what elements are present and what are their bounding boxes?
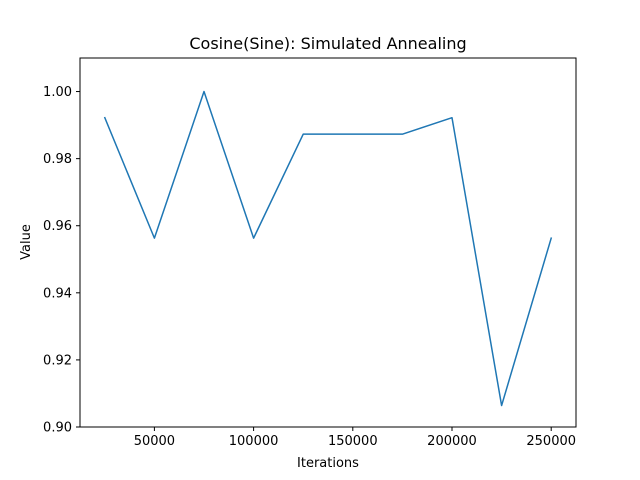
x-axis-label: Iterations xyxy=(297,456,359,471)
y-tick-label: 0.96 xyxy=(43,219,72,234)
y-tick-label: 1.00 xyxy=(43,85,72,100)
y-tick-label: 0.90 xyxy=(43,421,72,436)
y-axis-label: Value xyxy=(19,224,34,260)
chart-title: Cosine(Sine): Simulated Annealing xyxy=(189,34,466,53)
y-tick-label: 0.92 xyxy=(43,353,72,368)
x-tick-label: 250000 xyxy=(526,434,576,449)
x-axis: 50000 100000 150000 200000 250000 xyxy=(134,427,576,449)
plot-frame xyxy=(79,57,577,428)
x-tick-label: 50000 xyxy=(134,434,175,449)
x-tick-label: 200000 xyxy=(427,434,477,449)
series-line xyxy=(103,90,553,407)
plot-area xyxy=(103,90,553,407)
x-tick-label: 150000 xyxy=(328,434,378,449)
y-tick-label: 0.98 xyxy=(43,152,72,167)
x-tick-label: 100000 xyxy=(229,434,279,449)
y-tick-label: 0.94 xyxy=(43,286,72,301)
y-axis: 0.90 0.92 0.94 0.96 0.98 1.00 xyxy=(43,85,80,436)
